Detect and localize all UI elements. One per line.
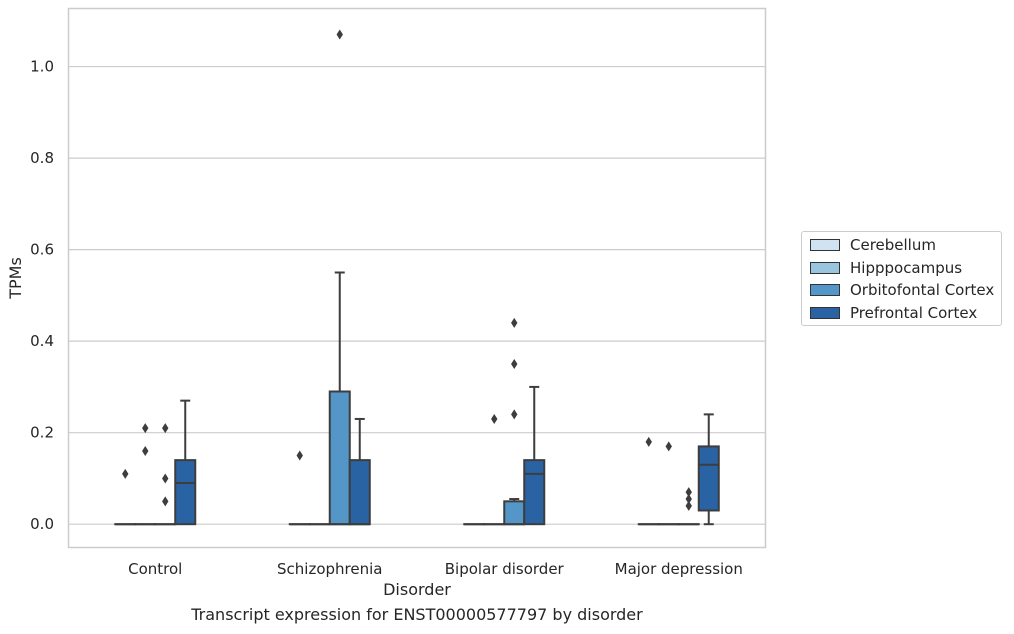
legend-swatch: [810, 239, 840, 251]
outlier-point: [336, 29, 343, 40]
box-hipppocampus: [483, 413, 506, 526]
box-hipppocampus: [657, 441, 680, 526]
y-tick-label: 0.4: [30, 332, 54, 350]
y-axis-ticks: 0.0 0.2 0.4 0.6 0.8 1.0: [30, 58, 54, 534]
figure-caption: Transcript expression for ENST0000057779…: [191, 605, 643, 624]
x-tick-label: Control: [128, 560, 182, 578]
outlier-point: [296, 450, 303, 461]
outlier-point: [685, 494, 692, 505]
x-tick-label: Major depression: [615, 560, 743, 578]
y-tick-label: 0.2: [30, 424, 54, 442]
legend-label: Hipppocampus: [850, 258, 963, 277]
outlier-point: [142, 423, 149, 434]
box-cerebellum: [288, 450, 311, 526]
box-iqr: [697, 445, 720, 512]
box-prefrontal-cortex: [697, 413, 720, 526]
x-tick-label: Bipolar disorder: [445, 560, 565, 578]
y-tick-label: 0.0: [30, 515, 54, 533]
outlier-point: [665, 441, 672, 452]
y-tick-label: 0.6: [30, 241, 54, 259]
legend-item: Hipppocampus: [810, 258, 962, 278]
legend-swatch: [810, 307, 840, 320]
x-axis-title: Disorder: [383, 580, 451, 599]
box-iqr: [328, 390, 351, 526]
y-tick-label: 1.0: [30, 58, 54, 76]
box-orbitofontal-cortex: [328, 29, 351, 526]
box-iqr: [523, 459, 546, 526]
outlier-point: [162, 423, 169, 434]
outlier-point: [511, 317, 518, 328]
outlier-point: [685, 500, 692, 511]
outlier-point: [142, 445, 149, 456]
legend-item: Cerebellum: [810, 235, 936, 255]
box-hipppocampus: [134, 423, 157, 526]
legend-label: Cerebellum: [850, 236, 936, 254]
x-axis-ticks: Control Schizophrenia Bipolar disorder Majo…: [128, 560, 743, 578]
legend-swatch: [810, 261, 840, 274]
box-prefrontal-cortex: [174, 399, 197, 526]
grid-layer: [68, 65, 766, 525]
legend-label: Prefrontal Cortex: [850, 304, 978, 323]
y-axis-title: TPMs: [6, 257, 25, 300]
outlier-point: [511, 359, 518, 370]
box-iqr: [348, 459, 371, 526]
box-iqr: [174, 459, 197, 526]
box-cerebellum: [114, 468, 137, 526]
outlier-point: [162, 496, 169, 507]
outlier-point: [491, 413, 498, 424]
legend-item: Prefrontal Cortex: [810, 303, 977, 323]
box-prefrontal-cortex: [348, 417, 371, 526]
outlier-point: [162, 473, 169, 484]
box-orbitofontal-cortex: [503, 317, 526, 526]
box-orbitofontal-cortex: [154, 423, 177, 526]
outlier-point: [645, 436, 652, 447]
box-orbitofontal-cortex: [677, 487, 700, 526]
box-layer: [114, 29, 720, 526]
y-tick-label: 0.8: [30, 149, 54, 167]
box-prefrontal-cortex: [523, 385, 546, 526]
legend-item: Orbitofontal Cortex: [810, 280, 994, 300]
outlier-point: [122, 468, 129, 479]
plot-area-frame: [67, 7, 767, 549]
box-cerebellum: [637, 436, 660, 526]
x-tick-label: Schizophrenia: [277, 560, 382, 578]
legend-swatch: [810, 284, 840, 297]
outlier-point: [511, 409, 518, 420]
box-iqr: [503, 500, 526, 526]
outlier-point: [685, 487, 692, 498]
legend-label: Orbitofontal Cortex: [850, 281, 995, 300]
legend: Cerebellum Hipppocampus Orbitofontal Corte…: [801, 231, 1002, 326]
